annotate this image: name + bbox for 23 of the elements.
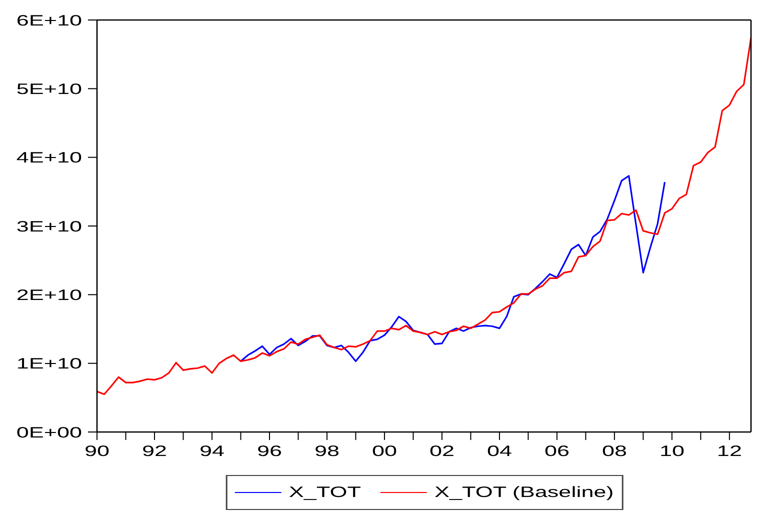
x-tick-label: 90 <box>84 444 110 460</box>
x-tick-label: 00 <box>372 444 397 460</box>
y-tick-label: 0E+00 <box>16 424 82 442</box>
y-tick-label: 3E+10 <box>16 218 82 236</box>
x-tick-label: 96 <box>256 444 282 460</box>
y-tick-label: 6E+10 <box>16 12 82 30</box>
y-tick-label: 2E+10 <box>16 288 82 304</box>
y-tick-label: 5E+10 <box>16 82 82 98</box>
x-tick-label: 02 <box>429 444 454 460</box>
x-tick-label: 06 <box>544 444 570 460</box>
legend-label: X_TOT <box>289 484 362 501</box>
x-tick-label: 12 <box>716 444 742 460</box>
y-tick-label: 1E+10 <box>16 356 82 373</box>
x-tick-label: 92 <box>142 444 168 460</box>
x-tick-label: 08 <box>602 444 627 460</box>
y-tick-label: 4E+10 <box>16 150 82 167</box>
legend-label: X_TOT (Baseline) <box>434 484 614 501</box>
x-tick-label: 94 <box>199 444 225 460</box>
line-series <box>97 37 751 396</box>
x-tick-label: 04 <box>486 444 512 460</box>
x-tick-label: 10 <box>659 444 684 460</box>
line-series <box>240 175 666 362</box>
x-tick-label: 98 <box>314 444 340 460</box>
